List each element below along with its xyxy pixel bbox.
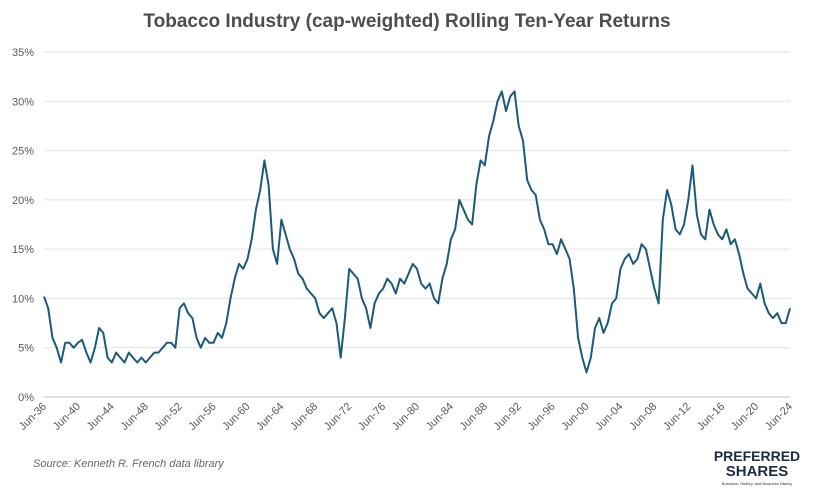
- y-tick-label: 0%: [18, 392, 34, 404]
- x-tick-label: Jun-04: [593, 401, 625, 433]
- x-tick-label: Jun-80: [390, 401, 422, 433]
- logo-tagline: Business, History, and Business History: [722, 481, 792, 486]
- y-tick-label: 10%: [12, 293, 34, 305]
- data-line: [43, 90, 791, 374]
- y-tick-label: 15%: [12, 244, 34, 256]
- x-tick-label: Jun-44: [85, 401, 117, 433]
- logo-line1: PREFERRED: [714, 448, 800, 464]
- x-tick-label: Jun-52: [152, 401, 184, 433]
- chart-title: Tobacco Industry (cap-weighted) Rolling …: [143, 11, 670, 32]
- x-tick-label: Jun-08: [627, 401, 659, 433]
- x-tick-label: Jun-24: [763, 401, 795, 433]
- x-tick-label: Jun-16: [695, 401, 727, 433]
- y-tick-label: 25%: [12, 146, 34, 158]
- y-tick-label: 20%: [12, 195, 34, 207]
- x-tick-label: Jun-12: [661, 401, 693, 433]
- x-tick-label: Jun-92: [492, 401, 524, 433]
- x-tick-label: Jun-60: [220, 401, 252, 433]
- x-tick-label: Jun-40: [51, 401, 83, 433]
- x-tick-label: Jun-20: [729, 401, 761, 433]
- x-tick-label: Jun-84: [424, 401, 456, 433]
- x-tick-label: Jun-00: [559, 401, 591, 433]
- y-tick-label: 5%: [18, 343, 34, 355]
- x-tick-label: Jun-72: [322, 401, 354, 433]
- y-tick-label: 35%: [12, 47, 34, 59]
- x-tick-label: Jun-56: [186, 401, 218, 433]
- x-tick-label: Jun-88: [458, 401, 490, 433]
- x-tick-label: Jun-76: [356, 401, 388, 433]
- x-tick-label: Jun-68: [288, 401, 320, 433]
- logo-line2: SHARES: [726, 463, 789, 480]
- x-tick-label: Jun-48: [119, 401, 151, 433]
- x-tick-label: Jun-36: [17, 401, 49, 433]
- x-tick-label: Jun-64: [254, 401, 286, 433]
- y-tick-label: 30%: [12, 96, 34, 108]
- source-note: Source: Kenneth R. French data library: [33, 458, 225, 470]
- x-tick-label: Jun-96: [525, 401, 557, 433]
